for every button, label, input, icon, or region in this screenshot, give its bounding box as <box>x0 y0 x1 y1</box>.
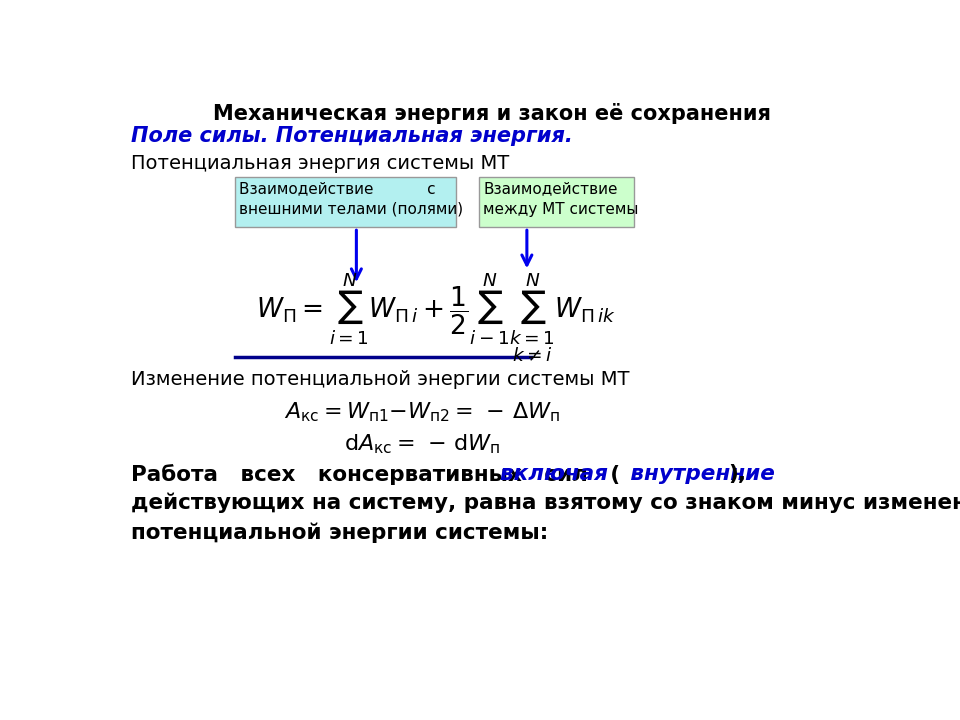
Text: действующих на систему, равна взятому со знаком минус изменению: действующих на систему, равна взятому со… <box>131 493 960 513</box>
Text: $A_{\rm кс}{=}W_{\rm п1}{-}W_{\rm п2}{=}\,-\,\Delta W_{\rm п}$: $A_{\rm кс}{=}W_{\rm п1}{-}W_{\rm п2}{=}… <box>284 400 561 424</box>
Text: Работа   всех   консервативных   сил   (: Работа всех консервативных сил ( <box>131 464 620 485</box>
Text: $W_{\Pi} = \sum_{i=1}^{N} W_{\Pi\,i}+\dfrac{1}{2}\sum_{i-1}^{N}\sum_{\substack{k: $W_{\Pi} = \sum_{i=1}^{N} W_{\Pi\,i}+\df… <box>255 271 615 364</box>
Text: Поле силы. Потенциальная энергия.: Поле силы. Потенциальная энергия. <box>131 127 572 146</box>
Text: потенциальной энергии системы:: потенциальной энергии системы: <box>131 522 548 543</box>
FancyBboxPatch shape <box>479 177 634 228</box>
Text: Механическая энергия и закон её сохранения: Механическая энергия и закон её сохранен… <box>213 104 771 125</box>
Text: Взаимодействие           с: Взаимодействие с <box>239 181 436 196</box>
FancyBboxPatch shape <box>234 177 456 228</box>
Text: Взаимодействие: Взаимодействие <box>484 181 618 196</box>
Text: включая   внутренние: включая внутренние <box>500 464 775 484</box>
Text: Потенциальная энергия системы МТ: Потенциальная энергия системы МТ <box>131 154 509 173</box>
Text: ),: ), <box>729 464 747 484</box>
Text: Изменение потенциальной энергии системы МТ: Изменение потенциальной энергии системы … <box>131 370 630 389</box>
Text: между МТ системы: между МТ системы <box>484 202 638 217</box>
Text: ${\rm d}A_{\rm кс}{=}\,-\,{\rm d}W_{\rm п}$: ${\rm d}A_{\rm кс}{=}\,-\,{\rm d}W_{\rm … <box>344 433 500 456</box>
Text: внешними телами (полями): внешними телами (полями) <box>239 202 464 217</box>
